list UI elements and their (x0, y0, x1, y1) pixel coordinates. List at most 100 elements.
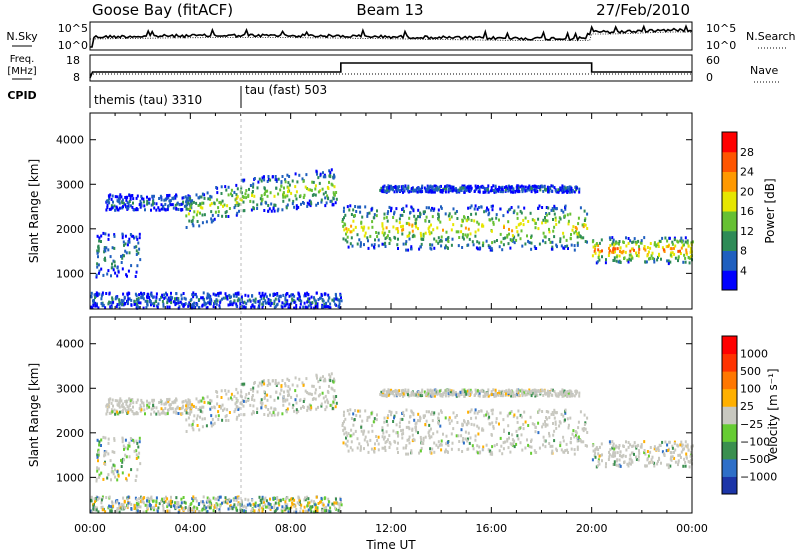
power-cell-713 (401, 207, 404, 211)
velocity-cell-995 (511, 438, 514, 442)
velocity-cell-899 (397, 434, 400, 437)
power-cell-457 (306, 201, 309, 205)
power-cell-734 (438, 239, 441, 243)
power-cell-291 (323, 173, 326, 177)
velocity-cell-357 (202, 405, 205, 409)
power-cell-1066 (353, 214, 356, 217)
power-cell-263 (187, 195, 190, 199)
power-cell-1087 (493, 240, 496, 244)
velocity-cell-2135 (174, 505, 177, 509)
velocity-cell-1444 (534, 394, 537, 398)
power-cell-1653 (661, 246, 664, 250)
power-cell-922 (440, 206, 443, 210)
power-cell-1745 (618, 240, 621, 243)
velocity-cell-1667 (677, 463, 679, 467)
power-cell-1521 (512, 190, 514, 194)
velocity-cell-1652 (671, 444, 674, 448)
power-cell-1502 (497, 189, 500, 193)
power-cell-2334 (155, 300, 158, 303)
velocity-cell-200 (189, 407, 192, 411)
beam-title: Beam 13 (356, 1, 423, 19)
power-cell-1758 (658, 253, 661, 257)
velocity-cell-2131 (267, 501, 270, 505)
power-cell-437 (259, 197, 262, 201)
velocity-cell-2063 (94, 497, 97, 500)
power-cell-1119 (507, 242, 510, 246)
power-cell-1099 (562, 235, 565, 239)
power-cell-1887 (325, 305, 328, 309)
power-cell-2344 (208, 302, 211, 306)
power-cell-204 (153, 201, 156, 205)
velocity-cell-475 (319, 376, 322, 380)
velocity-cell-243 (127, 410, 130, 414)
power-cell-2256 (191, 302, 194, 306)
velocity-cell-2112 (253, 509, 256, 513)
power-cell-250 (175, 207, 178, 210)
velocity-cell-309 (188, 402, 191, 406)
velocity-cell-144 (158, 401, 161, 404)
velocity-cell-810 (405, 408, 408, 412)
velocity-cell-2316 (229, 507, 232, 511)
power-cell-1249 (494, 186, 497, 190)
velocity-cell-205 (152, 402, 155, 406)
velocity-cell-1400 (528, 392, 531, 396)
power-cell-299 (211, 213, 214, 217)
power-cell-2193 (248, 298, 251, 302)
power-cell-241 (132, 201, 134, 205)
power-cell-2182 (335, 293, 337, 297)
velocity-cell-1964 (327, 503, 330, 507)
power-cell-243 (127, 206, 130, 210)
velocity-cell-1477 (402, 392, 405, 396)
power-cell-2027 (276, 302, 279, 306)
velocity-cell-2308 (111, 502, 114, 506)
power-cell-562 (199, 205, 202, 209)
velocity-cell-1454 (553, 390, 556, 394)
velocity-cbar-label: Velocity [m s⁻¹] (766, 368, 780, 461)
power-cell-1736 (608, 236, 611, 240)
power-cell-2099 (95, 304, 98, 308)
velocity-cell-12 (112, 463, 115, 467)
power-cell-1271 (455, 187, 457, 191)
velocity-cell-944 (428, 434, 431, 438)
velocity-cell-530 (266, 393, 269, 397)
velocity-cell-117 (187, 403, 190, 407)
power-cell-1001 (549, 240, 552, 244)
power-cell-878 (559, 217, 562, 221)
velocity-cell-416 (241, 382, 244, 386)
velocity-cell-1642 (673, 450, 675, 454)
velocity-cell-146 (162, 408, 165, 412)
noise-right-tick-bottom: 10^0 (706, 39, 736, 52)
power-cell-803 (487, 208, 490, 212)
power-cell-567 (242, 195, 245, 199)
power-cell-380 (270, 202, 273, 206)
power-cell-2287 (152, 295, 154, 299)
velocity-cell-2111 (229, 504, 232, 508)
power-cell-2356 (286, 292, 289, 296)
power-cell-1514 (390, 184, 393, 188)
power-cell-1007 (350, 213, 353, 216)
power-cell-456 (326, 194, 329, 198)
power-cell-1079 (408, 231, 411, 235)
velocity-cell-152 (181, 400, 184, 404)
velocity-cell-2188 (322, 503, 325, 507)
velocity-cell-600 (192, 404, 195, 408)
power-cell-112 (171, 203, 174, 207)
power-cell-546 (275, 186, 278, 190)
power-cell-240 (119, 193, 122, 197)
velocity-cell-850 (450, 432, 453, 436)
velocity-cell-1204 (477, 394, 480, 398)
power-cell-211 (136, 194, 139, 198)
power-cell-704 (544, 220, 547, 224)
freq-left-tick-top: 18 (66, 54, 80, 67)
velocity-cell-824 (440, 443, 443, 447)
velocity-cell-962 (430, 435, 433, 439)
power-cell-1487 (505, 185, 508, 189)
velocity-cell-650 (430, 427, 432, 431)
power-cbar-frame (721, 131, 738, 291)
power-cell-688 (548, 238, 551, 241)
velocity-cell-485 (328, 373, 331, 377)
velocity-cell-2338 (297, 496, 300, 500)
velocity-cell-2269 (130, 502, 133, 506)
power-cell-874 (537, 227, 540, 231)
power-cell-2304 (338, 302, 341, 306)
